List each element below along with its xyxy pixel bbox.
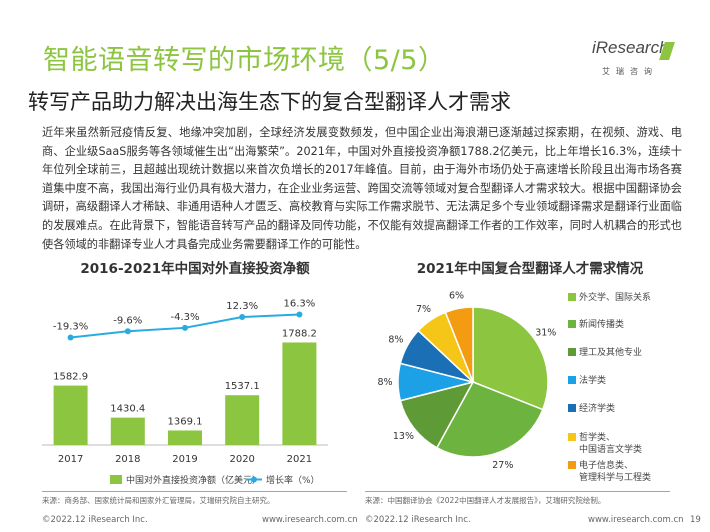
bar-value-label-2021: 1788.2 (282, 328, 317, 339)
growth-point-2018 (124, 328, 131, 335)
legend-label-2: 理工及其他专业 (579, 346, 642, 358)
logo-text: iResearch (592, 38, 669, 57)
iresearch-logo: iResearch 艾瑞咨询 (588, 38, 678, 84)
x-tick-label-2021: 2021 (287, 454, 312, 465)
growth-point-2021 (296, 311, 303, 318)
bar-2021 (282, 342, 317, 445)
footer-url-right[interactable]: www.iresearch.com.cn (588, 515, 684, 525)
pie-slice-2 (399, 380, 475, 449)
legend-swatch-4 (568, 404, 576, 412)
pie-slice-label-1: 27% (492, 460, 513, 471)
left-source-note: 来源：商务部、国家统计局和国家外汇管理局，艾瑞研究院自主研究。 (42, 496, 275, 505)
footer-copyright-right: ©2022.12 iResearch Inc. (365, 515, 471, 525)
legend-label-5: 哲学类、中国语言文学类 (579, 431, 642, 455)
legend-label-0: 外交学、国际关系 (579, 291, 651, 303)
left-chart-title: 2016-2021年中国对外直接投资净额 (80, 261, 310, 277)
pie-slice-label-4: 8% (388, 335, 403, 346)
x-tick-label-2019: 2019 (172, 454, 197, 465)
growth-label-2017: -19.3% (53, 322, 88, 333)
legend-bar-swatch (110, 475, 122, 484)
footer-url-left[interactable]: www.iresearch.com.cn (262, 515, 358, 525)
growth-point-2020 (239, 314, 246, 321)
legend-label-6: 电子信息类、管理科学与工程类 (579, 459, 651, 483)
bar-value-label-2017: 1582.9 (53, 372, 88, 383)
pie-slice-label-0: 31% (535, 328, 556, 339)
page-number: 19 (690, 515, 701, 525)
legend-label-3: 法学类 (579, 374, 606, 386)
legend-swatch-6 (568, 461, 576, 469)
legend-swatch-3 (568, 376, 576, 384)
right-source-divider (365, 491, 670, 492)
growth-point-2017 (67, 334, 74, 341)
pie-slice-label-5: 7% (416, 304, 431, 315)
legend-line-label: 增长率（%） (266, 474, 320, 486)
x-tick-label-2017: 2017 (58, 454, 83, 465)
logo-cn: 艾瑞咨询 (602, 67, 658, 76)
pie-slice-label-3: 8% (377, 377, 392, 388)
growth-label-2021: 16.3% (284, 298, 316, 309)
legend-label-4: 经济学类 (579, 402, 615, 414)
bar-value-label-2019: 1369.1 (168, 416, 203, 427)
page-subtitle: 转写产品助力解决出海生态下的复合型翻译人才需求 (28, 90, 511, 114)
legend-swatch-2 (568, 348, 576, 356)
legend-swatch-0 (568, 293, 576, 301)
legend-line-marker (251, 476, 257, 483)
body-paragraph: 近年来虽然新冠疫情反复、地缘冲突加剧，全球经济发展变数频发，但中国企业出海浪潮已… (42, 126, 682, 251)
growth-label-2019: -4.3% (170, 312, 199, 323)
pie-slice-label-2: 13% (393, 431, 414, 442)
right-source-note: 来源：中国翻译协会《2022中国翻译人才发展报告》，艾瑞研究院绘制。 (365, 496, 606, 505)
bar-2020 (225, 395, 260, 445)
bar-2017 (53, 385, 88, 445)
x-tick-label-2018: 2018 (115, 454, 140, 465)
right-chart-title: 2021年中国复合型翻译人才需求情况 (416, 261, 644, 277)
growth-label-2020: 12.3% (226, 301, 258, 312)
legend-swatch-5 (568, 433, 576, 441)
left-source-divider (42, 491, 347, 492)
growth-point-2019 (182, 324, 188, 331)
page-title: 智能语音转写的市场环境（5/5） (43, 45, 446, 76)
legend-label-1: 新闻传播类 (579, 318, 624, 330)
bar-value-label-2018: 1430.4 (110, 404, 145, 415)
pie-slice-label-6: 6% (449, 291, 464, 302)
bar-value-label-2020: 1537.1 (225, 381, 260, 392)
growth-label-2018: -9.6% (113, 315, 142, 326)
legend-bar-label: 中国对外直接投资净额（亿美元） (126, 474, 261, 486)
pie-slice-6 (444, 306, 474, 383)
bar-2019 (168, 430, 202, 445)
x-tick-label-2020: 2020 (229, 454, 254, 465)
footer-copyright-left: ©2022.12 iResearch Inc. (42, 515, 148, 525)
bar-2018 (110, 417, 145, 445)
legend-swatch-1 (568, 320, 576, 328)
pie-slice-0 (472, 306, 549, 411)
